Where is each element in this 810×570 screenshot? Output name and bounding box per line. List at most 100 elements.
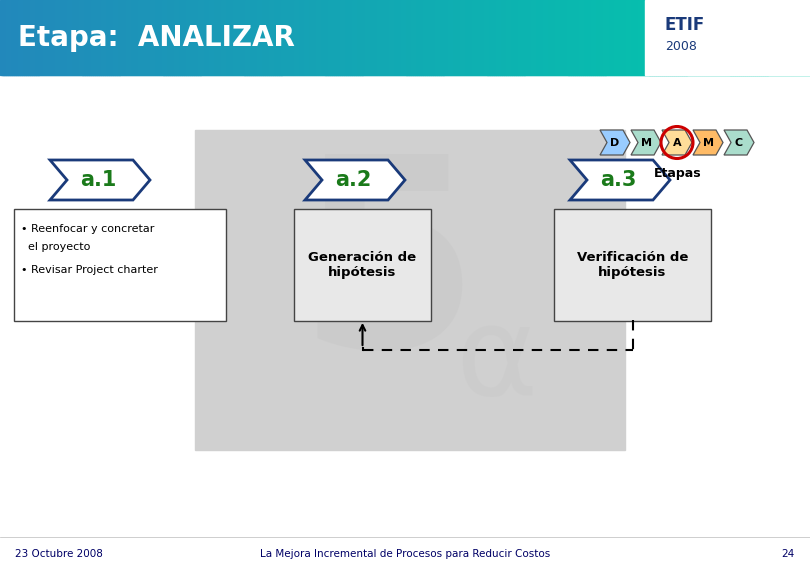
- Bar: [433, 0, 437, 75]
- Bar: [423, 0, 427, 75]
- Bar: [113, 0, 117, 75]
- Bar: [520, 0, 524, 75]
- Bar: [747, 0, 751, 75]
- Bar: [160, 0, 164, 75]
- Bar: [664, 0, 667, 75]
- Bar: [674, 0, 678, 75]
- Bar: [634, 0, 637, 75]
- Bar: [656, 0, 659, 75]
- Bar: [436, 0, 439, 75]
- Text: • Reenfocar y concretar: • Reenfocar y concretar: [21, 224, 155, 234]
- Bar: [652, 0, 655, 75]
- Bar: [693, 0, 696, 75]
- Bar: [285, 0, 289, 75]
- Bar: [263, 0, 266, 75]
- Bar: [401, 0, 404, 75]
- Bar: [458, 0, 461, 75]
- Bar: [19, 0, 22, 75]
- Bar: [350, 0, 354, 75]
- Bar: [83, 0, 87, 75]
- Bar: [494, 0, 497, 75]
- Bar: [126, 0, 129, 75]
- Bar: [120, 0, 123, 75]
- Bar: [343, 0, 346, 75]
- Bar: [40, 0, 44, 75]
- Bar: [612, 0, 615, 75]
- Bar: [733, 0, 736, 75]
- Polygon shape: [600, 130, 630, 155]
- Bar: [466, 0, 469, 75]
- Bar: [290, 0, 293, 75]
- Bar: [509, 0, 512, 75]
- Bar: [279, 0, 283, 75]
- Text: A: A: [672, 137, 681, 148]
- Polygon shape: [570, 160, 670, 200]
- Bar: [573, 0, 577, 75]
- Bar: [249, 0, 253, 75]
- Bar: [228, 0, 232, 75]
- Bar: [180, 0, 184, 75]
- Bar: [138, 0, 141, 75]
- Bar: [20, 0, 23, 75]
- Bar: [269, 0, 273, 75]
- Bar: [609, 0, 613, 75]
- Bar: [293, 0, 297, 75]
- Bar: [87, 0, 91, 75]
- Bar: [763, 0, 767, 75]
- Bar: [233, 0, 237, 75]
- Bar: [587, 0, 590, 75]
- Bar: [188, 0, 192, 75]
- Bar: [164, 0, 168, 75]
- Bar: [544, 0, 548, 75]
- Bar: [225, 0, 228, 75]
- Bar: [16, 0, 19, 75]
- Bar: [105, 0, 109, 75]
- Bar: [71, 0, 75, 75]
- Text: a.3: a.3: [600, 170, 637, 190]
- Text: C: C: [735, 137, 743, 148]
- Bar: [123, 0, 127, 75]
- Bar: [735, 0, 739, 75]
- Bar: [377, 0, 380, 75]
- Bar: [366, 0, 370, 75]
- Bar: [682, 0, 686, 75]
- Bar: [91, 0, 95, 75]
- Bar: [158, 0, 161, 75]
- Bar: [58, 0, 62, 75]
- Bar: [36, 0, 40, 75]
- Bar: [606, 0, 609, 75]
- Bar: [644, 0, 647, 75]
- Bar: [559, 0, 562, 75]
- Bar: [352, 0, 356, 75]
- Bar: [69, 0, 72, 75]
- Bar: [47, 0, 50, 75]
- Bar: [583, 0, 586, 75]
- Bar: [795, 0, 799, 75]
- Bar: [577, 0, 581, 75]
- Bar: [267, 0, 271, 75]
- Bar: [739, 0, 743, 75]
- Bar: [729, 0, 732, 75]
- Bar: [172, 0, 176, 75]
- Bar: [370, 0, 374, 75]
- Text: a.1: a.1: [80, 170, 117, 190]
- Bar: [597, 0, 601, 75]
- Bar: [614, 0, 617, 75]
- Bar: [4, 0, 7, 75]
- Bar: [271, 0, 275, 75]
- Text: 24: 24: [782, 549, 795, 559]
- Bar: [170, 0, 173, 75]
- Bar: [535, 0, 538, 75]
- Bar: [496, 0, 500, 75]
- Bar: [101, 0, 104, 75]
- Text: • Revisar Project charter: • Revisar Project charter: [21, 266, 158, 275]
- Text: D: D: [611, 137, 620, 148]
- Polygon shape: [631, 130, 661, 155]
- Bar: [50, 0, 54, 75]
- Bar: [431, 0, 435, 75]
- Bar: [680, 0, 684, 75]
- Bar: [599, 0, 603, 75]
- Bar: [471, 0, 475, 75]
- Bar: [301, 0, 305, 75]
- Bar: [790, 0, 793, 75]
